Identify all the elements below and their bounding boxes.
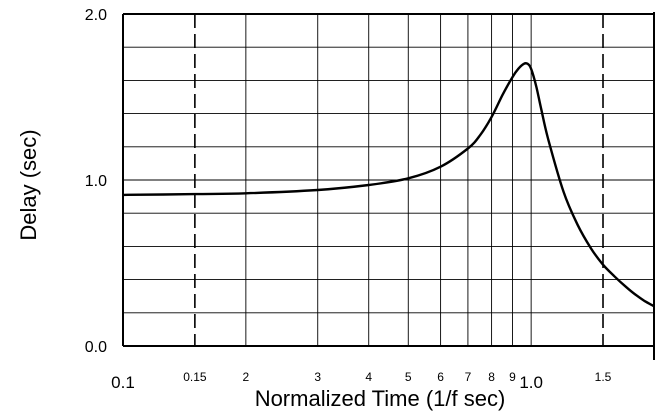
x-tick-label: 8 bbox=[488, 370, 495, 384]
grid-lines bbox=[123, 14, 654, 346]
x-tick-label: 5 bbox=[405, 370, 412, 384]
x-tick-label: 9 bbox=[509, 370, 516, 384]
x-tick-label: 1.0 bbox=[519, 373, 543, 392]
x-tick-label: 1.5 bbox=[595, 370, 612, 384]
y-axis-title: Delay (sec) bbox=[16, 129, 41, 240]
x-tick-label: 4 bbox=[365, 370, 372, 384]
y-tick-labels: 0.0 1.0 2.0 bbox=[85, 7, 107, 356]
dashed-reference-lines bbox=[194, 14, 604, 346]
x-axis-title: Normalized Time (1/f sec) bbox=[255, 386, 506, 411]
y-tick-label: 2.0 bbox=[85, 7, 107, 24]
x-tick-label: 6 bbox=[437, 370, 444, 384]
x-tick-label: 7 bbox=[465, 370, 472, 384]
x-tick-label: 0.1 bbox=[111, 373, 135, 392]
x-tick-label: 2 bbox=[243, 370, 250, 384]
x-tick-labels: 0.1 0.15 2 3 4 5 6 7 8 9 1.0 1.5 bbox=[111, 370, 611, 392]
delay-curve bbox=[122, 62, 655, 308]
y-tick-label: 0.0 bbox=[85, 339, 107, 356]
y-tick-label: 1.0 bbox=[85, 173, 107, 190]
plot-frame bbox=[122, 12, 655, 360]
x-tick-label: 0.15 bbox=[183, 370, 207, 384]
curve-layer bbox=[122, 62, 655, 308]
x-tick-label: 3 bbox=[314, 370, 321, 384]
